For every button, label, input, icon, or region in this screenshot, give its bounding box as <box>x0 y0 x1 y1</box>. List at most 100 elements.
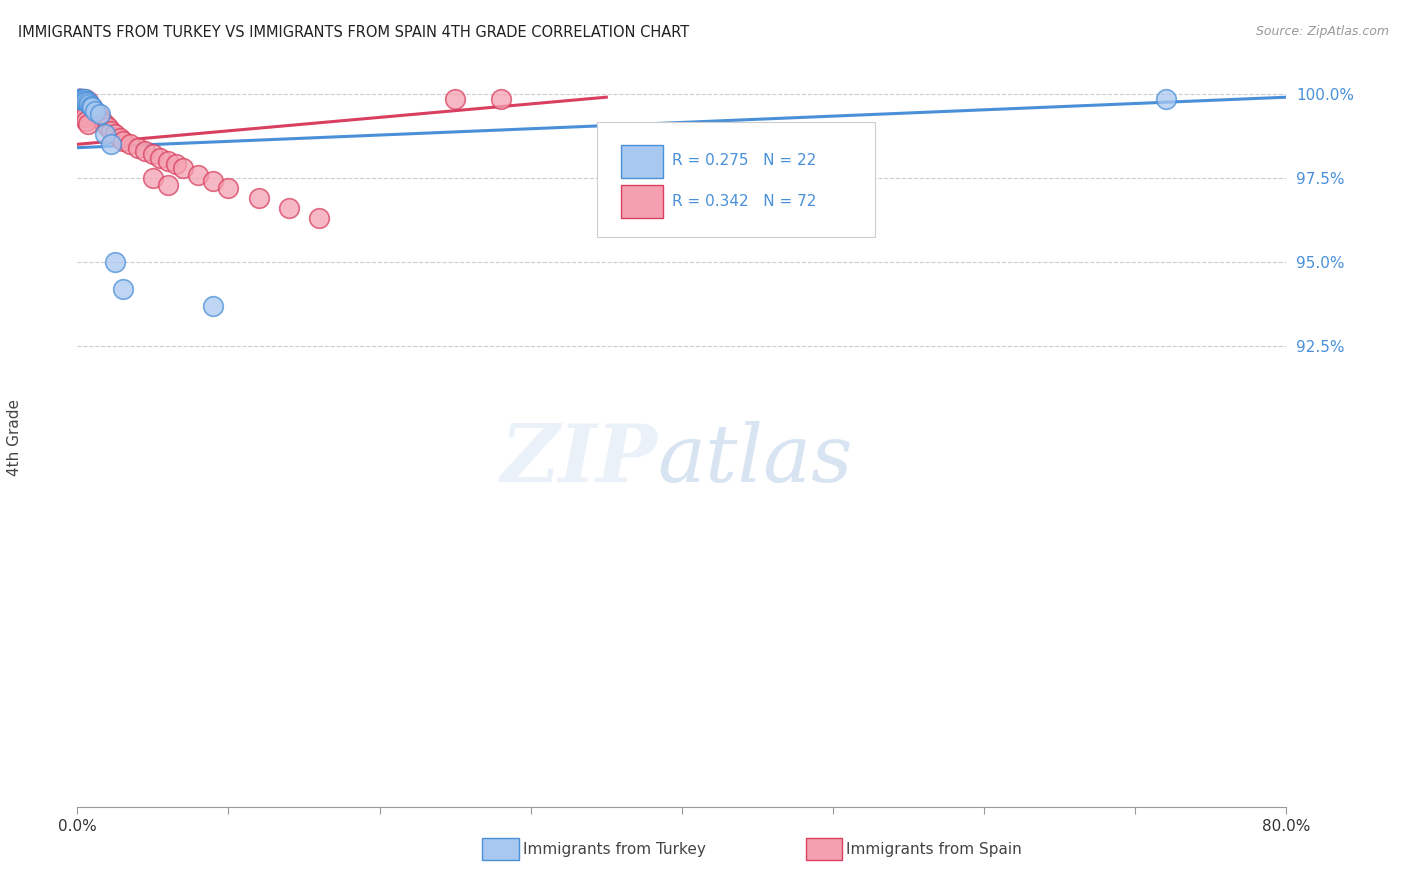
Point <box>67 92 90 106</box>
Point <box>67 92 90 106</box>
Text: IMMIGRANTS FROM TURKEY VS IMMIGRANTS FROM SPAIN 4TH GRADE CORRELATION CHART: IMMIGRANTS FROM TURKEY VS IMMIGRANTS FRO… <box>18 25 689 40</box>
Point <box>67 94 90 108</box>
Point <box>70 103 93 118</box>
Point <box>172 161 194 175</box>
Point <box>108 130 131 145</box>
Point <box>69 94 91 108</box>
Point <box>70 97 93 112</box>
Point <box>89 107 111 121</box>
Point <box>157 178 180 192</box>
Point <box>86 107 108 121</box>
Point <box>73 111 96 125</box>
Point <box>93 117 115 131</box>
Point <box>70 92 93 106</box>
Point <box>72 94 94 108</box>
Point <box>202 299 225 313</box>
Point <box>73 94 96 108</box>
Text: Immigrants from Turkey: Immigrants from Turkey <box>523 842 706 856</box>
Point <box>247 191 270 205</box>
Point <box>218 181 240 195</box>
Text: Source: ZipAtlas.com: Source: ZipAtlas.com <box>1256 25 1389 38</box>
FancyBboxPatch shape <box>621 145 662 178</box>
Point <box>77 95 100 110</box>
Point <box>80 100 103 114</box>
Point <box>73 97 96 112</box>
Point <box>80 102 103 116</box>
Point <box>111 282 134 296</box>
Point <box>77 98 100 112</box>
Point <box>83 104 105 119</box>
Text: R = 0.342   N = 72: R = 0.342 N = 72 <box>672 194 817 209</box>
Point <box>157 154 180 169</box>
Point <box>75 94 97 108</box>
Point <box>67 92 90 106</box>
Point <box>73 94 96 108</box>
Point <box>79 97 101 112</box>
Point <box>149 151 172 165</box>
Point <box>444 92 467 106</box>
Point <box>73 95 96 110</box>
Point <box>67 92 90 106</box>
Point <box>70 95 93 110</box>
Point <box>73 92 96 106</box>
Text: R = 0.275   N = 22: R = 0.275 N = 22 <box>672 153 817 168</box>
Point <box>69 100 91 114</box>
Point <box>69 92 91 106</box>
Point <box>75 113 97 128</box>
Point <box>142 171 165 186</box>
Text: Immigrants from Spain: Immigrants from Spain <box>846 842 1022 856</box>
Point <box>89 111 111 125</box>
Point <box>187 168 209 182</box>
Point <box>93 127 115 141</box>
Point <box>77 117 100 131</box>
Point <box>79 102 101 116</box>
Point <box>82 100 104 114</box>
Point <box>84 103 107 118</box>
Point <box>72 92 94 106</box>
Point <box>489 92 512 106</box>
Point <box>69 92 91 106</box>
Point <box>72 107 94 121</box>
Point <box>134 144 156 158</box>
Point <box>75 96 97 111</box>
Point <box>100 137 122 152</box>
Point <box>79 100 101 114</box>
Point <box>67 92 90 106</box>
Point <box>120 137 142 152</box>
Point <box>142 147 165 161</box>
Point <box>84 105 107 120</box>
Point <box>70 92 93 106</box>
Point <box>278 201 301 215</box>
Point <box>70 98 93 112</box>
Point <box>69 97 91 112</box>
Point <box>127 141 149 155</box>
Point <box>75 98 97 112</box>
Point <box>73 98 96 112</box>
Point <box>69 95 91 110</box>
FancyBboxPatch shape <box>621 186 662 218</box>
Point <box>100 124 122 138</box>
Point <box>79 97 101 112</box>
Point <box>72 97 94 112</box>
FancyBboxPatch shape <box>598 122 876 237</box>
Point <box>70 92 93 106</box>
Point <box>77 96 100 111</box>
Point <box>80 98 103 112</box>
Text: ZIP: ZIP <box>501 420 658 498</box>
Point <box>104 127 127 141</box>
Point <box>69 92 91 106</box>
Point <box>70 94 93 108</box>
Point <box>82 103 104 117</box>
Point <box>72 96 94 111</box>
Point <box>165 157 187 171</box>
Point <box>73 92 96 106</box>
Point <box>90 113 112 128</box>
Point <box>69 92 91 106</box>
Point <box>111 134 134 148</box>
Point <box>75 94 97 108</box>
Point <box>1154 92 1177 106</box>
Point <box>77 94 100 108</box>
Y-axis label: 4th Grade: 4th Grade <box>7 399 21 475</box>
Point <box>72 92 94 106</box>
Point <box>96 120 118 135</box>
